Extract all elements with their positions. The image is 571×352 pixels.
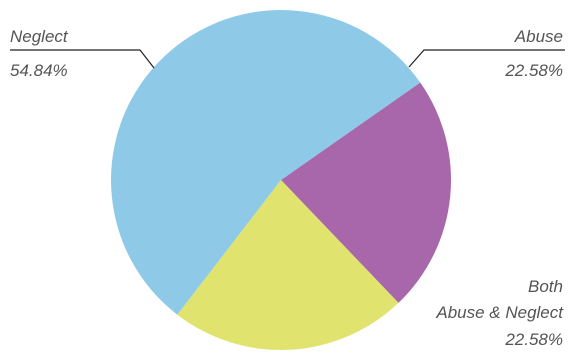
both-value-label: 22.58% xyxy=(504,330,563,349)
neglect-value-label: 54.84% xyxy=(10,61,68,80)
neglect-label: Neglect xyxy=(10,27,69,46)
abuse-slice xyxy=(281,82,452,303)
abuse-label: Abuse xyxy=(514,27,563,46)
abuse-value-label: 22.58% xyxy=(504,61,563,80)
neglect-leader-line xyxy=(10,49,155,69)
both-slice xyxy=(177,180,399,351)
both-label-line-1: Both xyxy=(528,277,563,296)
pie-slices xyxy=(111,10,452,351)
neglect-slice xyxy=(111,10,421,315)
abuse-leader-line xyxy=(408,49,565,68)
both-label-line-2: Abuse & Neglect xyxy=(435,303,564,322)
